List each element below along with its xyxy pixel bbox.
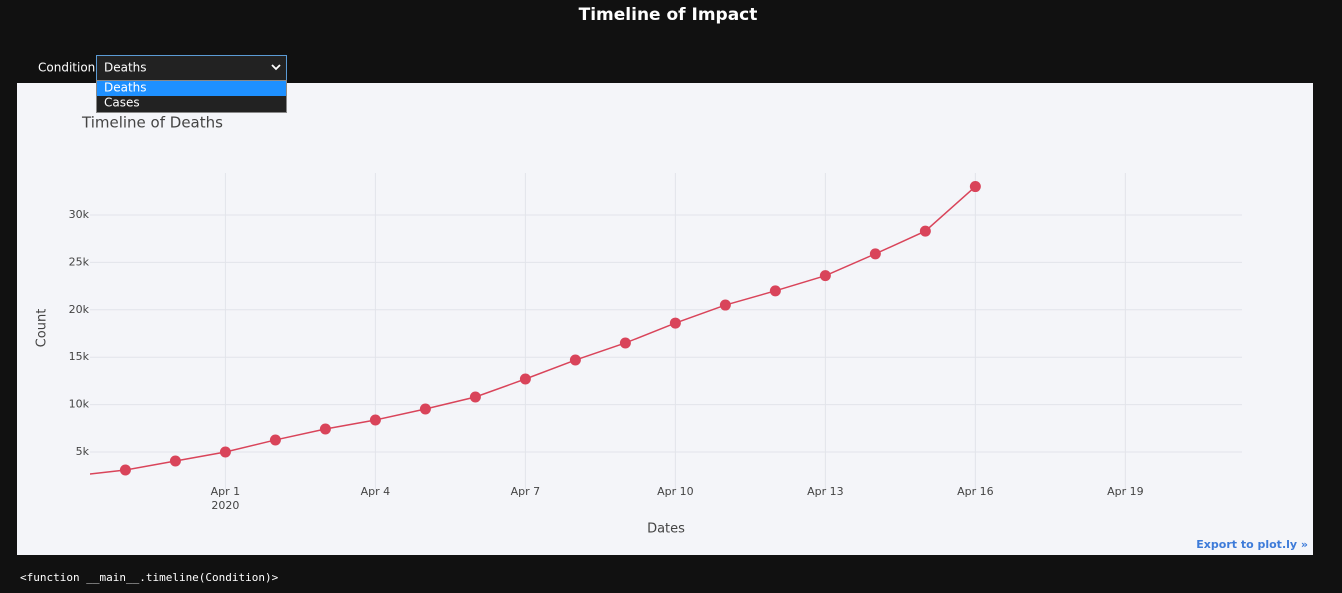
y-tick-label: 5k <box>76 445 90 458</box>
plot-area <box>90 181 981 476</box>
marker <box>619 337 631 349</box>
x-tick-label: Apr 19 <box>1107 485 1144 498</box>
select-value[interactable]: Deaths <box>104 61 147 75</box>
marker <box>569 354 581 366</box>
x-tick-label: Apr 10 <box>657 485 694 498</box>
chart: Timeline of Deaths Count Dates 5k 10k 15k 20k 2… <box>35 114 1242 537</box>
x-tick-year: 2020 <box>211 499 239 512</box>
dropdown-option[interactable]: Cases <box>104 96 140 110</box>
output-text: <function __main__.timeline(Condition)> <box>20 571 279 584</box>
marker <box>119 464 131 476</box>
chart-title: Timeline of Deaths <box>81 114 223 132</box>
marker <box>669 317 681 329</box>
marker <box>919 225 931 237</box>
select-arrow[interactable] <box>271 64 281 71</box>
x-tick-label: Apr 7 <box>511 485 541 498</box>
x-tick-label: Apr 1 <box>211 485 241 498</box>
y-tick-label: 10k <box>69 398 90 411</box>
y-tick-label: 20k <box>69 303 90 316</box>
marker <box>819 270 831 282</box>
export-link[interactable]: Export to plot.ly » <box>1196 538 1308 551</box>
page-title: Timeline of Impact <box>579 5 758 25</box>
y-tick-label: 30k <box>69 208 90 221</box>
marker <box>719 299 731 311</box>
marker <box>419 403 431 415</box>
dropdown-option[interactable]: Deaths <box>104 81 147 95</box>
x-tick-label: Apr 13 <box>807 485 844 498</box>
marker <box>519 373 531 385</box>
marker <box>219 446 231 458</box>
marker <box>769 285 781 297</box>
dropdown-label: Condition <box>38 61 95 75</box>
marker <box>469 391 481 403</box>
y-axis-title: Count <box>35 309 50 348</box>
marker <box>869 248 881 260</box>
marker <box>319 423 331 435</box>
x-tick-label: Apr 4 <box>361 485 391 498</box>
marker <box>169 455 181 467</box>
x-axis-title: Dates <box>647 522 685 537</box>
option-highlight <box>97 81 286 96</box>
x-tick-label: Apr 16 <box>957 485 994 498</box>
marker <box>969 181 981 193</box>
marker <box>369 414 381 426</box>
select-box[interactable] <box>96 55 287 81</box>
y-tick-label: 25k <box>69 255 90 268</box>
y-tick-label: 15k <box>69 350 90 363</box>
plot-background <box>17 83 1313 555</box>
marker <box>269 434 281 446</box>
